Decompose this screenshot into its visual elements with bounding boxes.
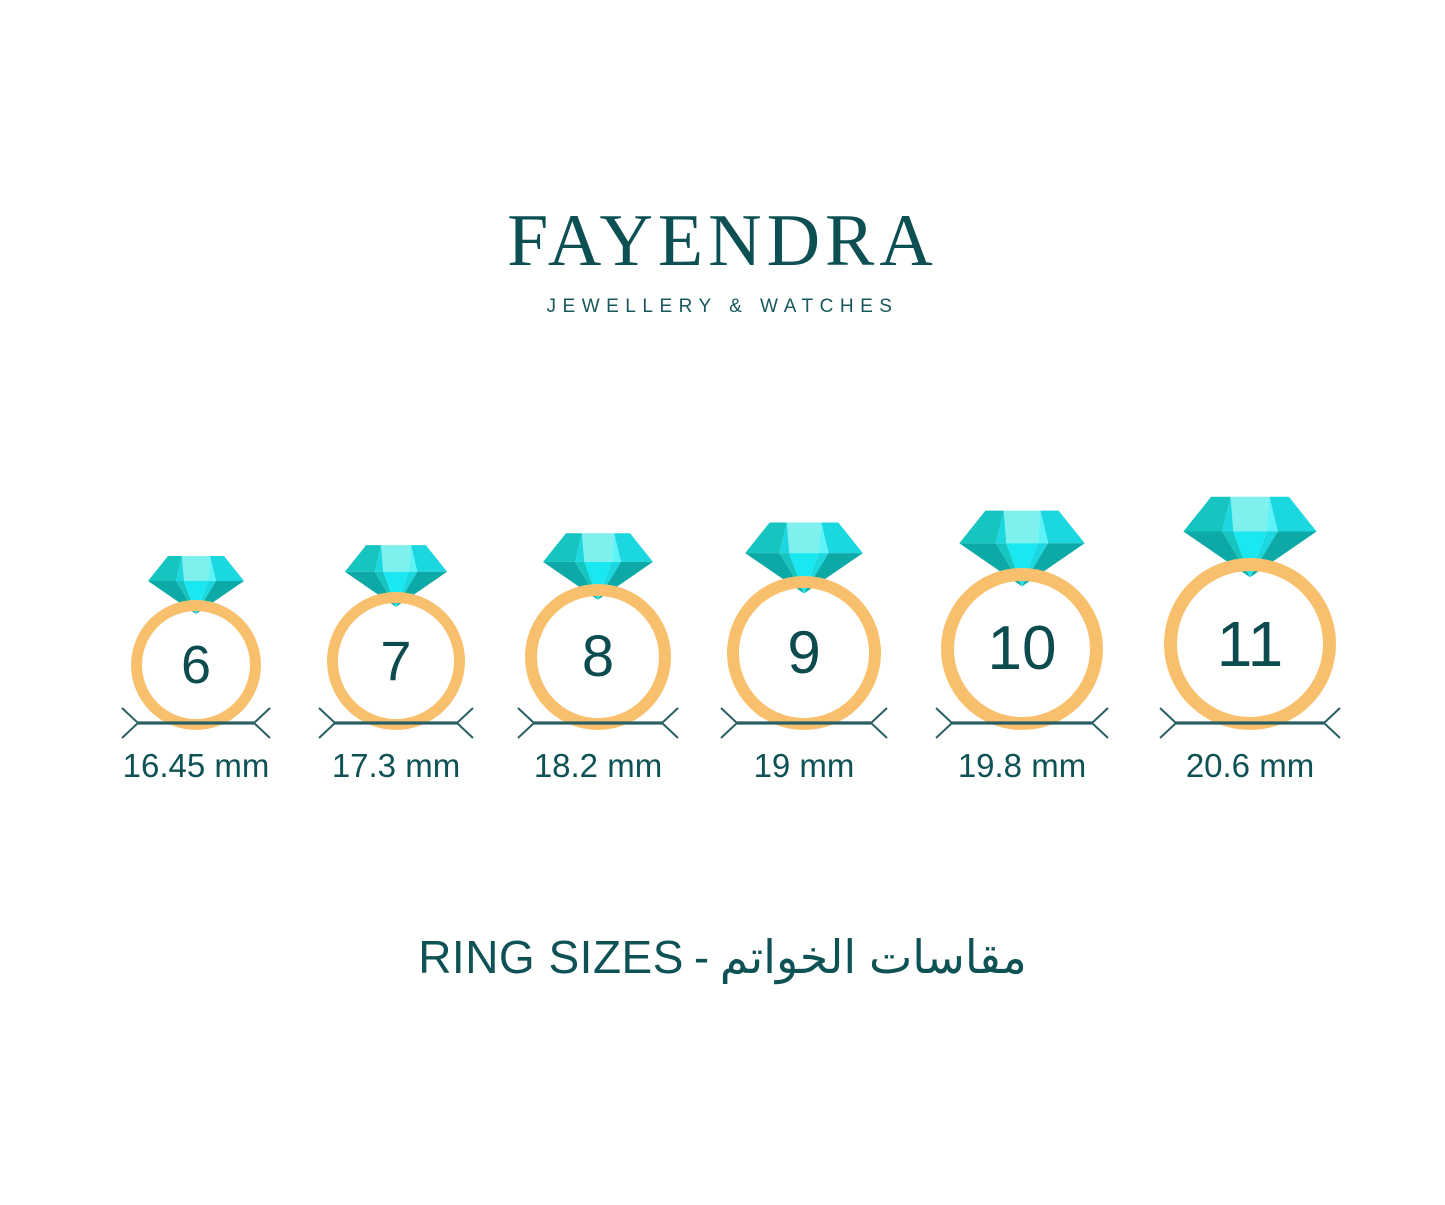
ring-dimension-item: 18.2 mm	[498, 706, 698, 782]
ring-diameter-label: 19.8 mm	[957, 747, 1087, 784]
ring-diameter-label: 17.3 mm	[331, 747, 461, 784]
dimension-arrow-icon	[517, 707, 679, 739]
dimension-arrow-icon	[318, 707, 474, 739]
brand-tagline: JEWELLERY & WATCHES	[546, 296, 899, 317]
ring-dimension-item: 16.45 mm	[96, 706, 296, 782]
ring-dimension-item: 20.6 mm	[1150, 706, 1350, 782]
ring-size-item[interactable]: 11	[1156, 440, 1344, 730]
ring-size-number: 8	[581, 624, 615, 689]
dimension-arrow-icon	[720, 707, 888, 739]
ring-size-number: 11	[1216, 608, 1284, 680]
ring-size-number: 10	[987, 614, 1057, 683]
ring-dimension-item: 19.8 mm	[922, 706, 1122, 782]
ring-diameter-label: 20.6 mm	[1185, 747, 1315, 784]
ring-size-number: 7	[380, 629, 412, 692]
ring-dimension-item: 17.3 mm	[296, 706, 496, 782]
ring-band: 11	[1164, 558, 1336, 730]
diamond-ring-icon	[745, 522, 863, 594]
ring-size-item[interactable]: 10	[933, 440, 1111, 730]
ring-size-item[interactable]: 8	[517, 440, 679, 730]
dimension-arrow-icon	[121, 707, 271, 739]
brand-name: FAYENDRA	[507, 200, 938, 282]
dimension-row: 16.45 mm 17.3 mm 18.2 mm 19 mm 19.8 mm 20.6 m…	[0, 706, 1445, 816]
ring-size-item[interactable]: 9	[719, 440, 889, 730]
ring-dimension-item: 19 mm	[704, 706, 904, 782]
ring-size-item[interactable]: 6	[123, 440, 269, 730]
ring-illustration-row: 6 7 8 9 10 11	[0, 440, 1445, 730]
page-title-en: RING SIZES	[418, 931, 684, 983]
page-title-ar: مقاسات الخواتم	[719, 931, 1027, 983]
brand-logo: FAYENDRA JEWELLERY & WATCHES	[0, 204, 1445, 318]
dimension-arrow-icon	[1159, 707, 1341, 739]
diamond-ring-icon	[1183, 497, 1317, 578]
diamond-ring-icon	[543, 533, 653, 601]
page-title: RING SIZES - مقاسات الخواتم	[0, 930, 1445, 985]
ring-diameter-label: 16.45 mm	[122, 747, 270, 784]
page-title-separator: -	[693, 931, 710, 983]
ring-diameter-label: 19 mm	[753, 747, 855, 784]
dimension-arrow-icon	[935, 707, 1109, 739]
ring-diameter-label: 18.2 mm	[533, 747, 663, 784]
ring-size-number: 9	[787, 619, 821, 686]
ring-size-item[interactable]: 7	[319, 440, 473, 730]
ring-size-number: 6	[180, 635, 212, 695]
